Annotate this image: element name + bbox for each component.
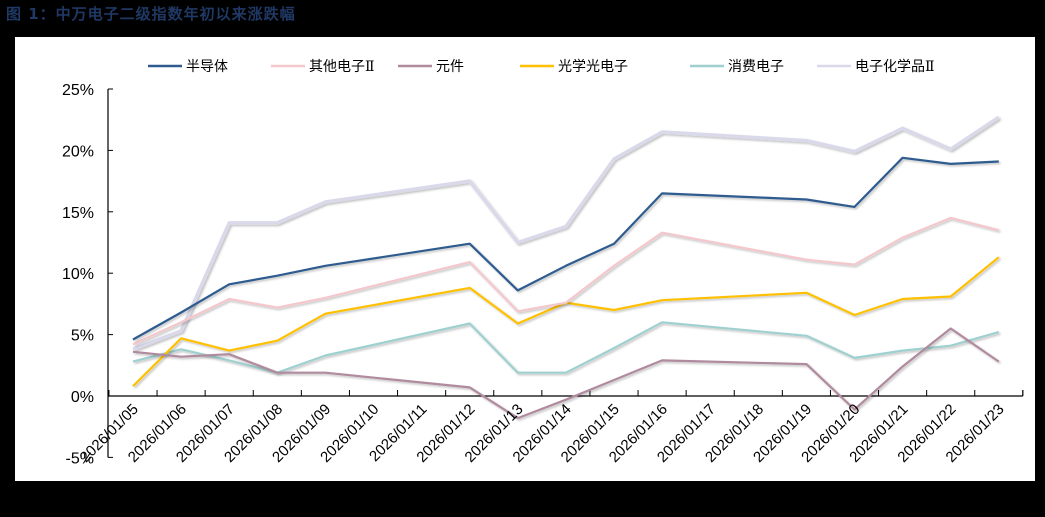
legend-label: 光学光电子	[558, 59, 628, 75]
series-line	[132, 321, 1000, 374]
x-axis-labels: 2026/01/052026/01/062026/01/072026/01/08…	[77, 401, 1008, 466]
y-tick-label: 25%	[62, 82, 94, 99]
legend-label: 元件	[436, 59, 464, 75]
y-tick-label: 10%	[62, 266, 94, 283]
legend-label: 消费电子	[728, 59, 784, 75]
legend-label: 半导体	[186, 59, 228, 75]
y-tick-label: 20%	[62, 143, 94, 160]
legend-label: 电子化学品Ⅱ	[855, 59, 935, 75]
series-line	[132, 216, 1000, 346]
series-line	[132, 156, 999, 341]
legend-label: 其他电子Ⅱ	[309, 59, 375, 75]
chart-legend: 半导体 其他电子Ⅱ 元件 光学光电子 消费电子 电子化学品Ⅱ	[148, 59, 935, 75]
series-line	[132, 327, 1000, 420]
y-tick-label: 15%	[62, 205, 94, 222]
y-tick-label: 0%	[71, 389, 94, 406]
chart-series	[132, 115, 1000, 420]
y-tick-label: -5%	[66, 450, 94, 467]
y-tick-label: 5%	[71, 328, 94, 345]
chart-title: 图 1：中万电子二级指数年初以来涨跌幅	[6, 5, 296, 23]
series-line	[132, 115, 1000, 351]
